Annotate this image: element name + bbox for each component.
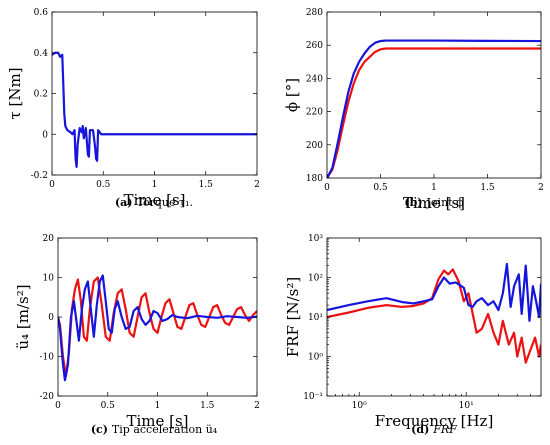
x-tick-label-a: 2 bbox=[254, 180, 260, 190]
y-axis-label-c: ü₄ [m/s²] bbox=[14, 284, 32, 349]
y-axis-label-a: τ [Nm] bbox=[6, 67, 24, 119]
series-line-c-blue bbox=[58, 274, 257, 382]
y-tick-label-c: 20 bbox=[43, 234, 55, 244]
x-tick-label-c: 1.5 bbox=[200, 401, 215, 411]
x-tick-label-c: 0.5 bbox=[101, 401, 116, 411]
y-tick-label-a: 0.4 bbox=[34, 49, 49, 59]
x-tick-label-c: 0 bbox=[55, 401, 61, 411]
plot-frame-b bbox=[326, 11, 542, 179]
x-tick-label-a: 0 bbox=[49, 180, 55, 190]
y-tick-label-b: 240 bbox=[306, 74, 323, 84]
plot-frame-a bbox=[51, 11, 258, 176]
series-line-c-red bbox=[58, 276, 257, 378]
caption-a: (a) Torque τ₁. bbox=[115, 196, 193, 209]
y-tick-label-d: 10⁰ bbox=[308, 353, 323, 363]
x-tick-label-d: 10⁰ bbox=[352, 401, 367, 411]
x-tick-label-c: 2 bbox=[254, 401, 260, 411]
chart-panel-d: 10⁰ 10¹ 10⁻¹ 10⁰ 10¹ 10² 10³ Frequency [Hz] FRF … bbox=[284, 234, 542, 436]
series-line-d-red bbox=[327, 268, 541, 364]
y-tick-label-a: 0.6 bbox=[34, 8, 49, 18]
caption-text-b: Joint ϕ bbox=[426, 196, 465, 209]
series-line-b-blue bbox=[327, 39, 541, 178]
caption-b: (b) Joint ϕ bbox=[404, 196, 464, 209]
y-tick-label-a: 0 bbox=[42, 130, 48, 140]
y-tick-label-b: 280 bbox=[306, 8, 323, 18]
y-tick-label-b: 220 bbox=[306, 108, 323, 118]
caption-tag-d: (d) bbox=[411, 423, 429, 436]
caption-tag-c: (c) bbox=[91, 423, 108, 436]
x-tick-label-b: 2 bbox=[538, 183, 544, 193]
y-tick-label-c: -10 bbox=[40, 353, 55, 363]
x-tick-label-d: 10¹ bbox=[459, 401, 474, 411]
y-tick-label-b: 200 bbox=[306, 141, 323, 151]
caption-text-d: FRF bbox=[432, 423, 457, 436]
x-axis-label-c: Time [s] bbox=[126, 412, 188, 430]
plot-frame-d bbox=[326, 237, 542, 397]
caption-tag-a: (a) bbox=[115, 196, 133, 209]
y-tick-label-d: 10² bbox=[308, 274, 323, 284]
x-axis-label-b: Time [s] bbox=[403, 194, 465, 212]
caption-text-c: Tip acceleration ü₄ bbox=[112, 423, 218, 436]
y-tick-label-c: -20 bbox=[40, 392, 55, 402]
y-tick-label-d: 10⁻¹ bbox=[303, 392, 323, 402]
series-line-b-red bbox=[327, 47, 541, 178]
chart-panel-c: 0 0.5 1 1.5 2 -20 -10 0 10 20 Time [s] ü₄ [m/s²] (c)… bbox=[14, 234, 260, 436]
y-tick-label-b: 260 bbox=[306, 41, 323, 51]
series-line-d-blue bbox=[327, 262, 541, 322]
y-tick-label-a: 0.2 bbox=[34, 90, 48, 100]
x-tick-label-a: 1 bbox=[152, 180, 158, 190]
x-axis-label-d: Frequency [Hz] bbox=[375, 412, 494, 430]
x-tick-label-b: 0.5 bbox=[373, 183, 388, 193]
series-line-a-blue bbox=[52, 51, 257, 168]
x-tick-label-c: 1 bbox=[155, 401, 161, 411]
y-tick-label-a: -0.2 bbox=[31, 171, 48, 181]
x-axis-label-a: Time [s] bbox=[123, 191, 185, 209]
x-tick-label-a: 1.5 bbox=[199, 180, 214, 190]
caption-d: (d) FRF bbox=[411, 423, 457, 436]
y-tick-label-c: 10 bbox=[43, 274, 55, 284]
y-tick-label-d: 10¹ bbox=[308, 313, 323, 323]
caption-c: (c) Tip acceleration ü₄ bbox=[91, 423, 218, 436]
x-tick-label-b: 1.5 bbox=[480, 183, 495, 193]
chart-panel-b: 0 0.5 1 1.5 2 180 200 220 240 260 280 Time [s] ϕ [°]… bbox=[283, 8, 544, 212]
y-tick-label-b: 180 bbox=[306, 174, 323, 184]
caption-tag-b: (b) bbox=[404, 196, 422, 209]
y-axis-label-d: FRF [N/s²] bbox=[284, 277, 302, 357]
y-axis-label-b: ϕ [°] bbox=[283, 78, 301, 112]
y-tick-label-c: 0 bbox=[48, 313, 54, 323]
x-tick-label-b: 1 bbox=[431, 183, 437, 193]
x-tick-label-b: 0 bbox=[324, 183, 330, 193]
caption-text-a: Torque τ₁. bbox=[137, 196, 194, 209]
y-tick-label-d: 10³ bbox=[308, 234, 323, 244]
x-tick-label-a: 0.5 bbox=[96, 180, 111, 190]
